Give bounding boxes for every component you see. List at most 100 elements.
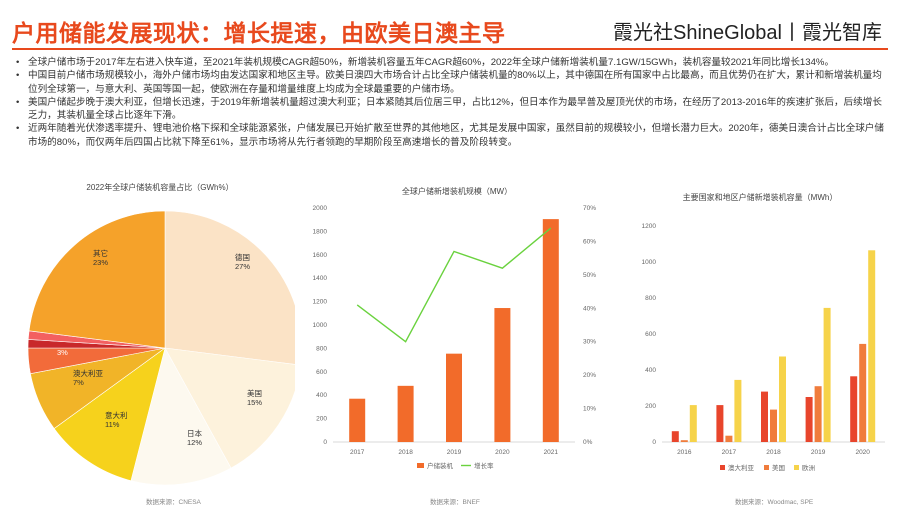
legend-swatch-bar [417,463,424,468]
bar [823,307,831,442]
y-left-tick: 1800 [313,228,328,235]
y-tick: 400 [645,367,656,374]
x-tick: 2017 [722,449,737,456]
y-right-tick: 40% [583,305,596,312]
bar [770,409,777,442]
bullet-item: 全球户储市场于2017年左右进入快车道，至2021年装机规模CAGR超50%，新… [14,56,890,70]
y-left-tick: 800 [316,345,327,352]
y-right-tick: 30% [583,339,596,346]
bar [689,405,697,442]
pie-slice-pct: 23% [93,258,108,267]
pie-slice-label: 日本 [187,428,202,438]
y-left-tick: 2000 [313,205,328,212]
brand-logo-text: 霞光社ShineGlobal丨霞光智库 [613,22,882,44]
bullet-item: 中国目前户储市场规模较小，海外户储市场均由发达国家和地区主导。欧美日澳四大市场合… [14,69,890,96]
y-right-tick: 10% [583,406,596,413]
y-tick: 1000 [642,259,657,266]
pie-slice-pct: 11% [105,420,120,429]
title-divider [12,48,888,50]
x-tick: 2021 [544,449,559,456]
combo-source: 数据来源：BNEF [430,499,480,506]
y-right-tick: 50% [583,272,596,279]
grouped-title: 主要国家和地区户储新增装机容量（MWh） [683,192,838,202]
pie-slice [53,347,166,482]
bar [397,385,414,442]
bar [725,435,733,442]
legend-label: 澳大利亚 [728,463,755,472]
pie-slice-label: 其它 [93,248,108,258]
y-left-tick: 1600 [313,252,328,259]
y-left-tick: 0 [323,439,327,446]
y-left-tick: 1200 [313,299,328,306]
bar [761,391,768,442]
y-right-tick: 0% [583,439,593,446]
y-tick: 0 [652,439,656,446]
bar [671,431,679,442]
y-tick: 200 [645,403,656,410]
pie-slice-label: 美国 [247,388,262,398]
x-tick: 2020 [495,449,510,456]
legend-swatch [764,465,769,470]
x-tick: 2016 [677,449,692,456]
x-tick: 2019 [811,449,826,456]
bar [805,397,813,442]
pie-slice [164,347,295,469]
bar [494,308,511,442]
legend-label: 美国 [772,463,785,472]
y-right-tick: 60% [583,238,596,245]
pie-title: 2022年全球户储装机容量占比（GWh%） [86,182,233,192]
y-left-tick: 200 [316,416,327,423]
pie-slice-pct: 27% [235,262,250,271]
y-tick: 1200 [642,223,657,230]
pie-slice-pct: 12% [187,438,202,447]
bar [349,398,366,442]
pie-slice [164,210,295,365]
pie-slice-pct: 3% [57,348,68,357]
grouped-source: 数据来源：Woodmac, SPE [735,499,814,506]
y-right-tick: 20% [583,372,596,379]
combo-chart: 全球户储新增装机规模（MW） 0 200 400 600 800 1000 1200 1400 1… [313,186,597,470]
y-right-tick: 70% [583,205,596,212]
x-tick: 2018 [766,449,781,456]
y-left-tick: 600 [316,369,327,376]
legend-label: 欧洲 [802,463,815,472]
x-tick: 2018 [398,449,413,456]
bullet-list: 全球户储市场于2017年左右进入快车道，至2021年装机规模CAGR超50%，新… [14,56,890,149]
bar [716,405,724,442]
pie-slice-label: 澳大利亚 [73,368,103,378]
y-left-tick: 1000 [313,322,328,329]
bullet-item: 美国户储起步晚于澳大利亚，但增长迅速，于2019年新增装机量超过澳大利亚；日本紧… [14,96,890,123]
bullet-item: 近两年随着光伏渗透率提升、锂电池价格下探和全球能源紧张，户储发展已开始扩散至世界… [14,122,890,149]
y-tick: 800 [645,295,656,302]
page-title: 户用储能发展现状：增长提速，由欧美日澳主导 [12,20,506,46]
y-left-tick: 400 [316,392,327,399]
growth-line [356,227,552,343]
bar [446,353,462,442]
pie-slice [130,347,232,486]
legend-swatch [794,465,799,470]
legend-label-bar: 户储装机 [427,461,454,470]
y-tick: 600 [645,331,656,338]
x-tick: 2019 [447,449,462,456]
x-tick: 2020 [855,449,870,456]
legend-label-line: 增长率 [474,461,494,470]
bar [542,219,559,442]
bar [859,343,867,442]
bar [680,440,688,442]
pie-slice-pct: 15% [247,398,262,407]
pie-slice-label: 意大利 [105,410,128,420]
pie-slice-label: 德国 [235,252,250,262]
bar [850,376,858,442]
pie-slice [28,210,166,349]
y-left-tick: 1400 [313,275,328,282]
bar [868,250,876,442]
bar [779,356,786,442]
legend-swatch [720,465,725,470]
pie-slice-pct: 7% [73,378,84,387]
combo-title: 全球户储新增装机规模（MW） [402,186,512,196]
bar [814,386,822,442]
bar [734,379,742,442]
grouped-bar-chart: 主要国家和地区户储新增装机容量（MWh） 0 200 400 600 800 1000 120… [642,192,885,472]
pie-source: 数据来源：CNESA [146,499,201,506]
